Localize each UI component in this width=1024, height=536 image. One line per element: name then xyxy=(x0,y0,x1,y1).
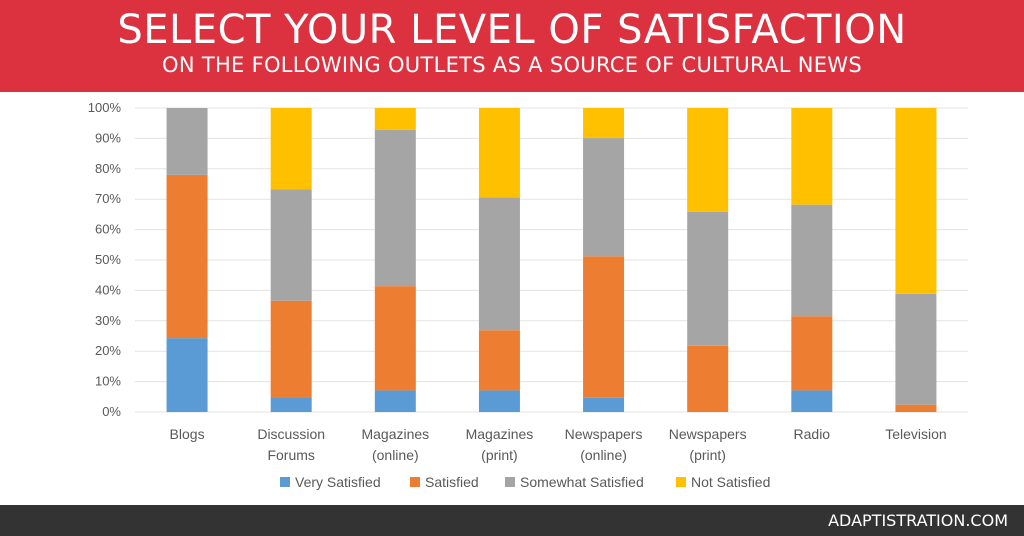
bar-segment xyxy=(270,108,312,190)
bar-segment xyxy=(166,338,208,412)
legend-label: Satisfied xyxy=(425,474,479,490)
bar-segment xyxy=(478,197,520,331)
bar-segment xyxy=(583,138,625,257)
legend-swatch xyxy=(505,477,515,487)
y-tick-label: 50% xyxy=(95,252,121,267)
legend-swatch xyxy=(280,477,290,487)
y-tick-label: 70% xyxy=(95,191,121,206)
y-tick-label: 40% xyxy=(95,282,121,297)
x-category-label: Forums xyxy=(267,447,314,463)
bar-segment xyxy=(791,204,833,317)
y-tick-label: 80% xyxy=(95,161,121,176)
legend-swatch xyxy=(410,477,420,487)
x-category-label: (print) xyxy=(689,447,726,463)
y-tick-label: 90% xyxy=(95,130,121,145)
legend-swatch xyxy=(676,477,686,487)
bar-segment xyxy=(687,345,729,412)
chart-title: SELECT YOUR LEVEL OF SATISFACTION xyxy=(117,7,907,53)
header-banner: SELECT YOUR LEVEL OF SATISFACTION ON THE… xyxy=(0,0,1024,92)
y-tick-label: 60% xyxy=(95,222,121,237)
bar-segment xyxy=(478,330,520,391)
bar-segment xyxy=(374,129,416,287)
bar-segment xyxy=(687,108,729,212)
bar-segment xyxy=(583,256,625,398)
x-category-label: Blogs xyxy=(170,426,205,442)
legend-label: Not Satisfied xyxy=(691,474,770,490)
bar-segment xyxy=(270,397,312,412)
bar-segment xyxy=(583,108,625,139)
y-tick-label: 100% xyxy=(88,100,122,115)
bar-segment xyxy=(791,390,833,412)
x-category-label: Newspapers xyxy=(565,426,643,442)
y-tick-label: 0% xyxy=(102,404,121,419)
bar-segment xyxy=(270,189,312,301)
x-category-label: Magazines xyxy=(466,426,534,442)
bar-segment xyxy=(270,300,312,398)
bar-segment xyxy=(478,390,520,412)
x-category-label: Magazines xyxy=(361,426,429,442)
footer-bar: ADAPTISTRATION.COM xyxy=(0,505,1024,536)
bar-segment xyxy=(374,390,416,412)
footer-brand: ADAPTISTRATION.COM xyxy=(828,511,1008,530)
legend-label: Very Satisfied xyxy=(295,474,381,490)
chart-subtitle: ON THE FOLLOWING OUTLETS AS A SOURCE OF … xyxy=(162,53,862,77)
x-category-label: Television xyxy=(885,426,946,442)
x-category-label: (print) xyxy=(481,447,518,463)
bar-segment xyxy=(166,174,208,339)
x-category-label: Radio xyxy=(794,426,831,442)
bar-segment xyxy=(583,397,625,412)
bar-segment xyxy=(791,108,833,205)
bar-segment xyxy=(895,293,937,405)
y-tick-label: 30% xyxy=(95,313,121,328)
y-tick-label: 10% xyxy=(95,374,121,389)
bar-segment xyxy=(791,316,833,391)
x-category-label: (online) xyxy=(372,447,419,463)
y-tick-label: 20% xyxy=(95,343,121,358)
x-category-label: Discussion xyxy=(257,426,325,442)
x-category-label: (online) xyxy=(580,447,627,463)
bar-segment xyxy=(374,108,416,130)
bar-segment xyxy=(895,108,937,294)
bar-segment xyxy=(166,108,208,175)
bar-segment xyxy=(687,211,729,346)
bar-segment xyxy=(478,108,520,198)
x-category-label: Newspapers xyxy=(669,426,747,442)
legend-label: Somewhat Satisfied xyxy=(520,474,644,490)
bar-segment xyxy=(895,404,937,412)
stacked-bar-chart: 0% 10% 20% 30% 40% 50% 60% 70% 80% 90% 100% Blogs Di… xyxy=(88,100,968,490)
bar-segment xyxy=(374,286,416,391)
